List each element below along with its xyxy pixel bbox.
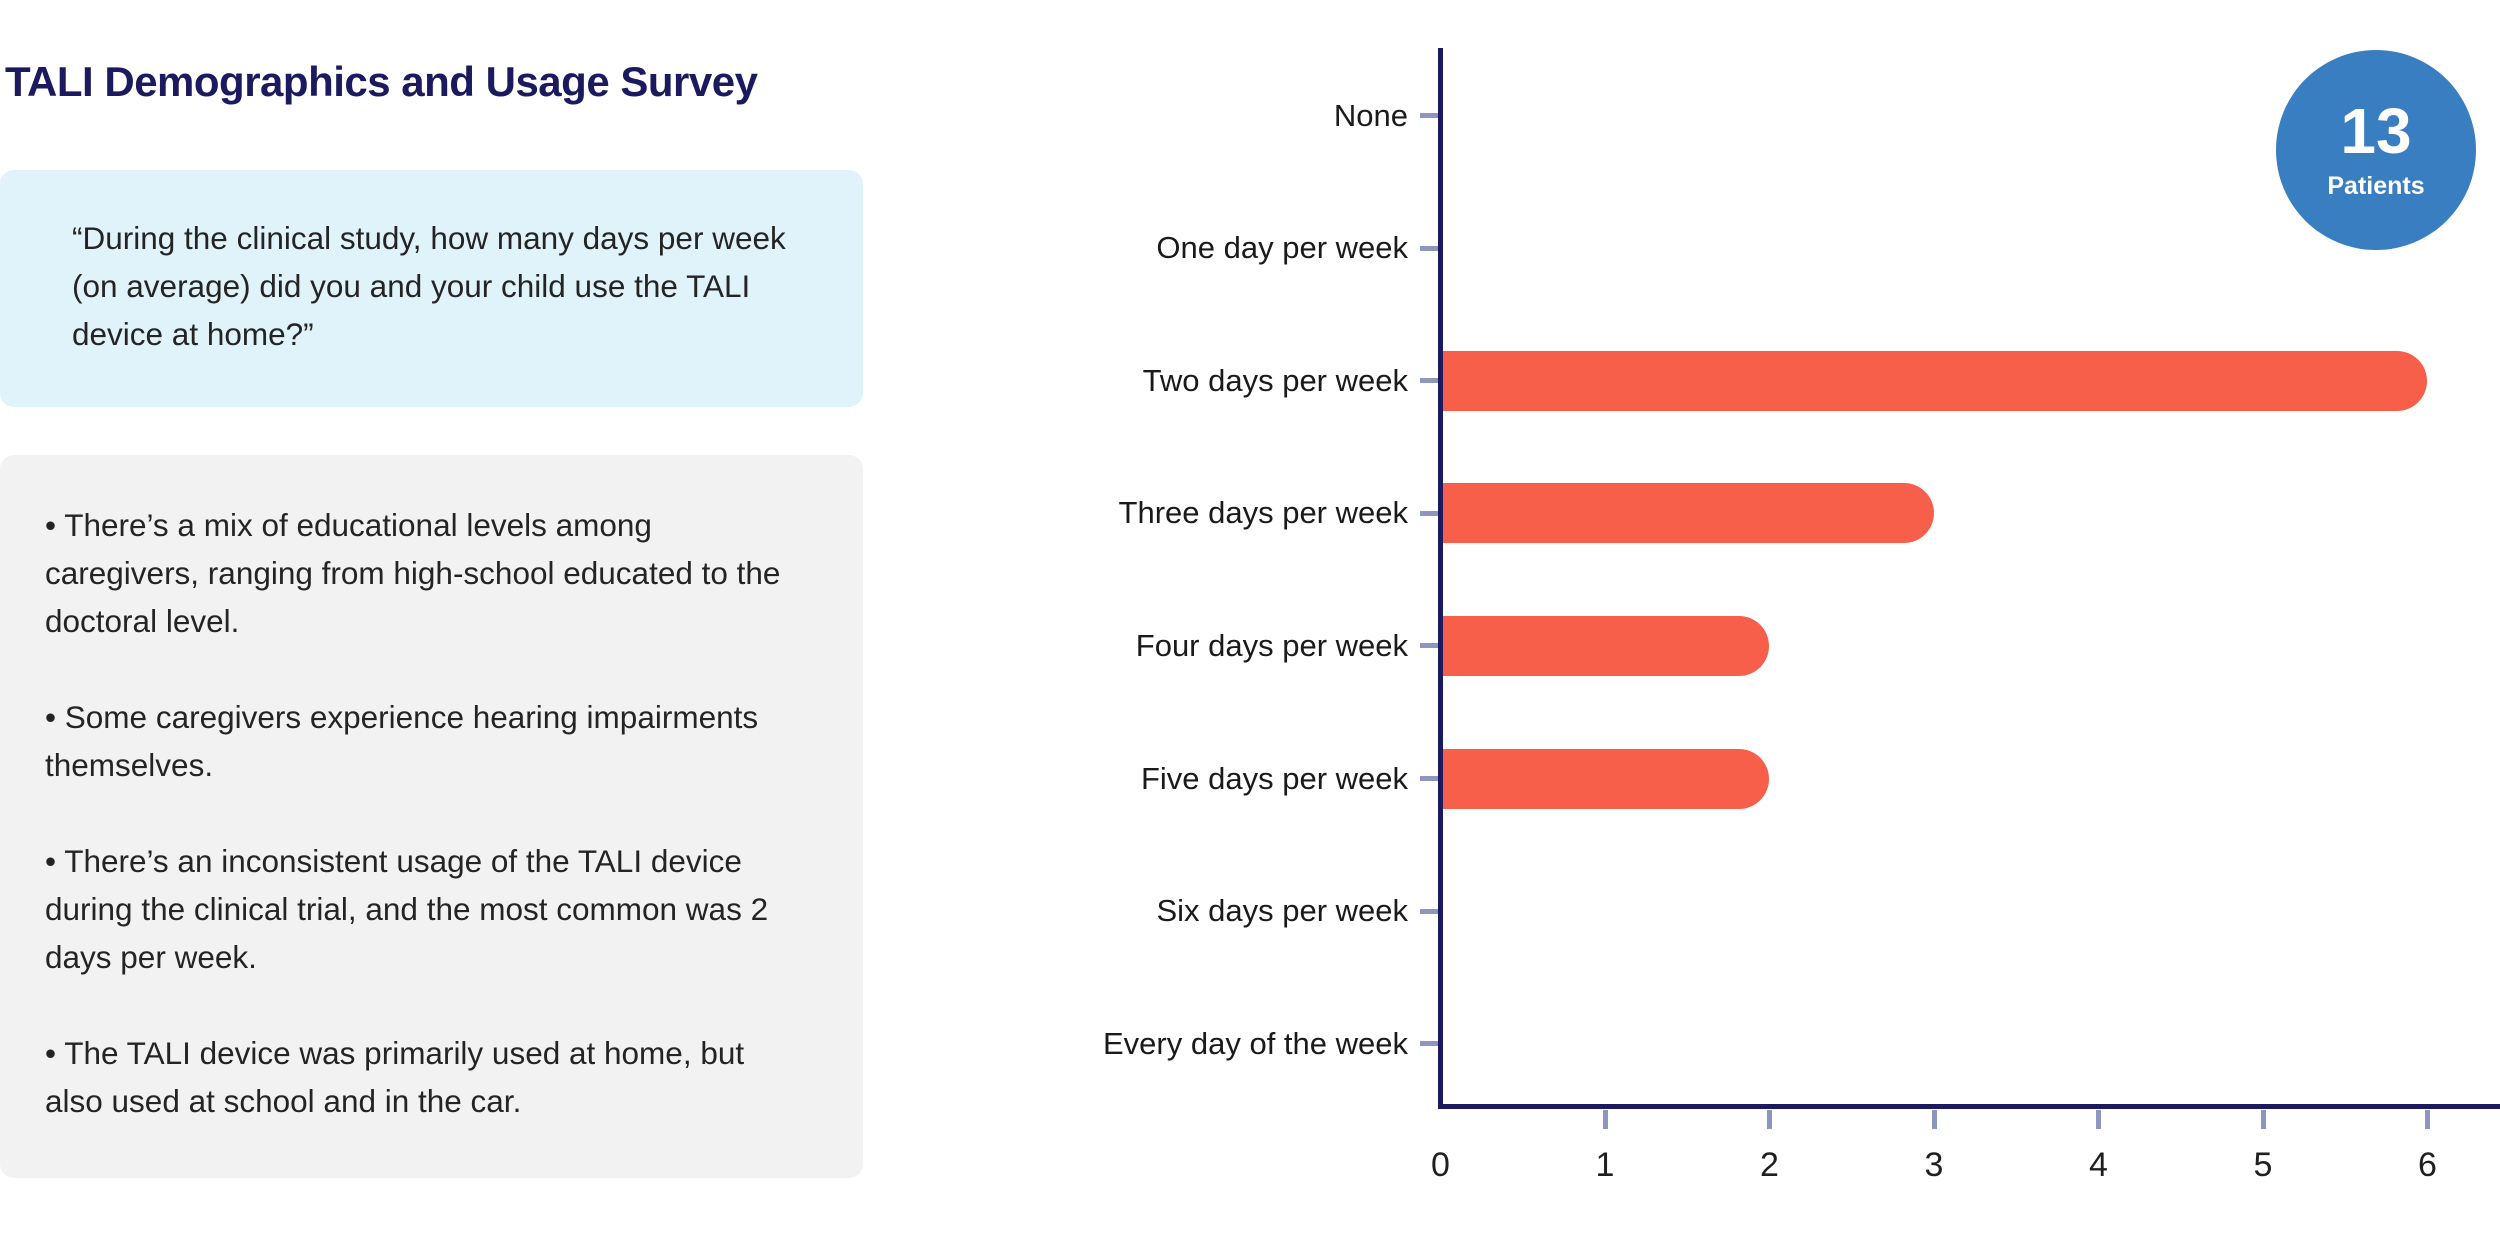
bar <box>1443 483 1934 544</box>
category-label: Every day of the week <box>1103 1025 1408 1061</box>
survey-question-card: “During the clinical study, how many day… <box>0 170 863 407</box>
x-tick-label: 2 <box>1760 1146 1779 1184</box>
x-axis-tick <box>1931 1110 1937 1129</box>
survey-question-text: “During the clinical study, how many day… <box>72 220 786 352</box>
y-axis-tick <box>1420 1041 1438 1047</box>
finding-bullet: • Some caregivers experience hearing imp… <box>45 699 759 783</box>
patients-count-value: 13 <box>2340 95 2412 168</box>
y-axis-tick <box>1420 113 1438 118</box>
bar <box>1443 748 1769 809</box>
category-label: Six days per week <box>1156 893 1408 929</box>
y-axis-tick <box>1420 378 1438 384</box>
x-axis-tick <box>2096 1110 2101 1129</box>
key-findings-card: • There’s a mix of educational levels am… <box>0 455 863 1178</box>
bar <box>1443 615 1769 676</box>
category-label: Four days per week <box>1135 627 1408 663</box>
x-axis-tick <box>1602 1110 1608 1129</box>
y-axis-tick <box>1420 908 1438 914</box>
bar <box>1443 350 2427 411</box>
finding-bullet: • The TALI device was primarily used at … <box>45 1035 745 1119</box>
y-axis-tick <box>1420 776 1438 781</box>
x-tick-label: 6 <box>2418 1146 2437 1184</box>
y-axis-tick <box>1420 510 1438 516</box>
category-label: Three days per week <box>1118 495 1408 531</box>
page-title: TALI Demographics and Usage Survey <box>5 58 758 105</box>
x-axis-line <box>1438 1104 2500 1109</box>
y-axis-line <box>1438 48 1443 1109</box>
x-tick-label: 1 <box>1595 1146 1615 1184</box>
y-axis-tick <box>1420 643 1438 649</box>
patients-count-badge: 13 Patients <box>2276 50 2476 250</box>
x-tick-label: 3 <box>1924 1146 1944 1184</box>
y-axis-tick <box>1420 245 1438 251</box>
category-label: Two days per week <box>1142 362 1408 398</box>
finding-bullet: • There’s a mix of educational levels am… <box>45 507 781 639</box>
finding-bullet: • There’s an inconsistent usage of the T… <box>45 843 769 975</box>
x-axis-tick <box>2260 1110 2266 1129</box>
x-axis-tick <box>1767 1110 1772 1129</box>
x-tick-label: 4 <box>2089 1146 2108 1184</box>
x-tick-label: 0 <box>1431 1146 1450 1184</box>
category-label: One day per week <box>1156 230 1408 266</box>
category-label: Five days per week <box>1140 760 1408 796</box>
category-label: None <box>1333 97 1408 133</box>
x-tick-label: 5 <box>2253 1146 2273 1184</box>
x-axis-tick <box>2425 1110 2430 1129</box>
patients-count-label: Patients <box>2327 172 2425 201</box>
